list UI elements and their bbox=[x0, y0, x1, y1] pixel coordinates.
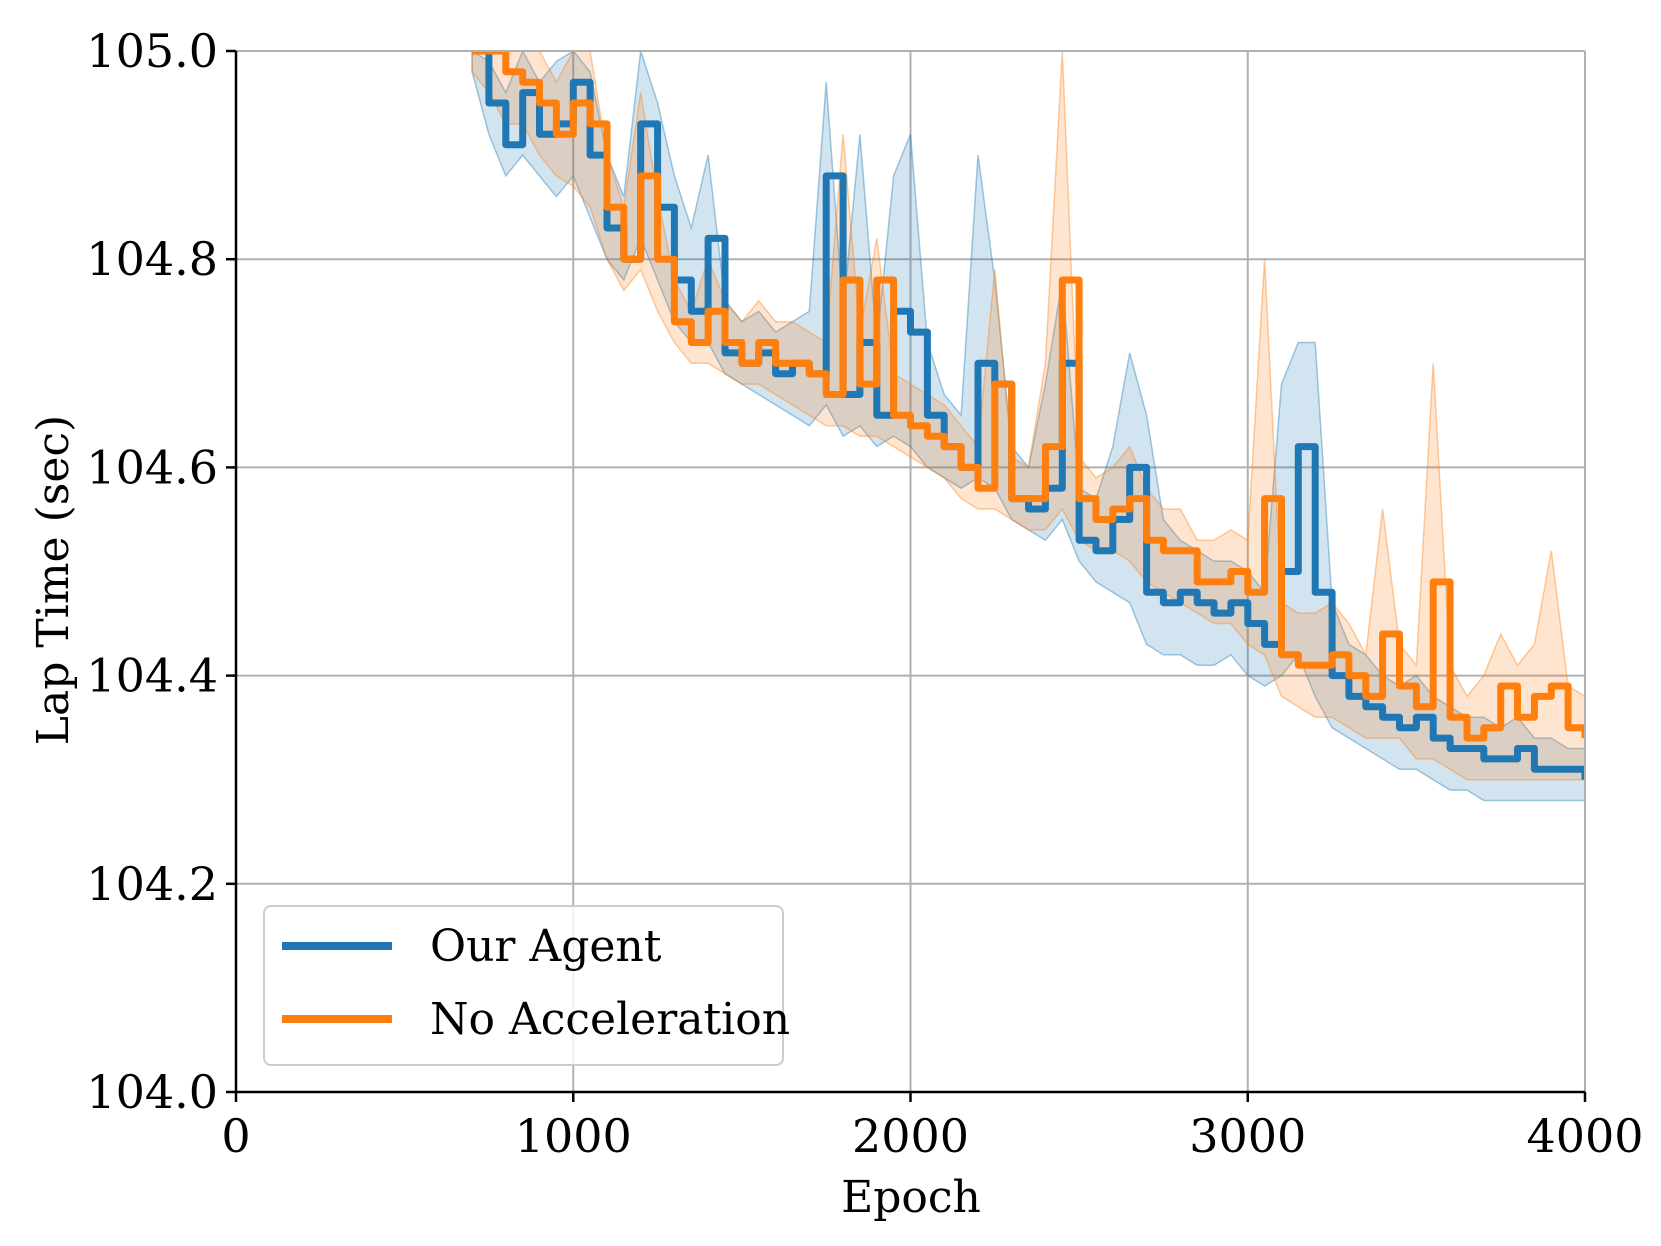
x-tick-label-4: 4000 bbox=[1526, 1109, 1643, 1163]
band-our-agent bbox=[471, 51, 1585, 802]
legend-label-no-acceleration: No Acceleration bbox=[430, 994, 790, 1045]
x-tick-label-3: 3000 bbox=[1189, 1109, 1306, 1163]
legend-label-our-agent: Our Agent bbox=[430, 921, 662, 972]
y-tick-label-4: 104.8 bbox=[86, 232, 218, 286]
x-tick-label-1: 1000 bbox=[515, 1109, 632, 1163]
x-tick-label-0: 0 bbox=[221, 1109, 250, 1163]
y-tick-label-0: 104.0 bbox=[86, 1065, 218, 1119]
series-line-no-acceleration bbox=[472, 51, 1585, 742]
y-tick-label-1: 104.2 bbox=[86, 857, 218, 911]
y-tick-label-5: 105.0 bbox=[86, 24, 218, 78]
y-axis-label: Lap Time (sec) bbox=[28, 415, 79, 745]
x-tick-label-2: 2000 bbox=[852, 1109, 969, 1163]
x-axis-label: Epoch bbox=[841, 1172, 981, 1223]
band-no-acceleration bbox=[471, 51, 1585, 781]
legend: Our Agent No Acceleration bbox=[263, 905, 790, 1066]
series-lines bbox=[472, 51, 1585, 780]
confidence-bands bbox=[471, 51, 1585, 802]
y-tick-label-2: 104.4 bbox=[86, 649, 218, 703]
y-tick-label-3: 104.6 bbox=[86, 440, 218, 494]
tick-labels: 0 1000 2000 3000 4000 104.0 104.2 104.4 104.6 104… bbox=[86, 24, 1643, 1163]
legend-box bbox=[263, 905, 784, 1066]
